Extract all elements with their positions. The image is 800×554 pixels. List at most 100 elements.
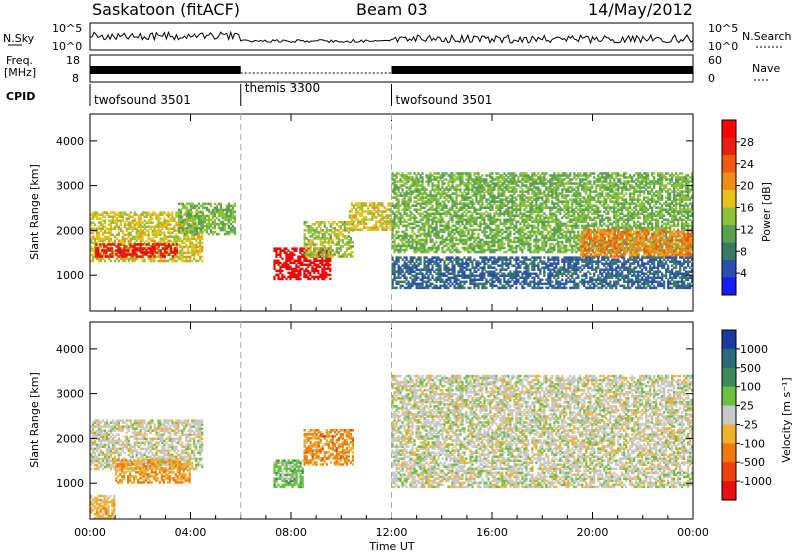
range-gate-cell: [463, 202, 466, 205]
range-gate-cell: [149, 255, 152, 258]
range-gate-cell: [407, 206, 410, 209]
range-gate-cell: [155, 241, 158, 245]
range-gate-cell: [97, 255, 100, 258]
range-gate-cell: [213, 222, 217, 226]
range-gate-cell: [135, 255, 138, 258]
range-gate-cell: [465, 178, 468, 181]
range-gate-cell: [348, 216, 351, 219]
range-gate-cell: [407, 180, 410, 183]
range-gate-cell: [281, 263, 284, 267]
range-gate-cell: [585, 172, 588, 175]
range-gate-cell: [489, 172, 492, 175]
range-gate-cell: [599, 172, 602, 175]
range-gate-cell: [381, 214, 384, 217]
range-gate-cell: [115, 219, 118, 222]
range-gate-cell: [201, 222, 205, 226]
range-gate-cell: [275, 273, 278, 277]
range-gate-cell: [217, 214, 220, 218]
range-gate-cell: [277, 247, 280, 250]
range-gate-cell: [153, 253, 156, 257]
range-gate-cell: [557, 218, 560, 222]
range-gate-cell: [307, 251, 310, 254]
range-gate-cell: [401, 214, 404, 218]
range-gate-cell: [97, 243, 101, 247]
range-gate-cell: [151, 217, 154, 220]
range-gate-cell: [467, 216, 470, 220]
range-gate-cell: [163, 245, 166, 248]
range-gate-cell: [485, 210, 488, 213]
range-gate-cell: [183, 229, 186, 233]
range-gate-cell: [407, 172, 410, 175]
range-gate-cell: [123, 247, 126, 250]
range-gate-cell: [495, 200, 498, 203]
range-gate-cell: [211, 212, 215, 216]
range-gate-cell: [533, 238, 536, 242]
range-gate-cell: [507, 206, 510, 209]
range-gate-cell: [145, 253, 148, 256]
range-gate-cell: [483, 186, 486, 189]
range-gate-cell: [315, 265, 318, 269]
range-gate-cell: [185, 237, 188, 241]
range-gate-cell: [177, 216, 181, 220]
range-gate-cell: [455, 236, 458, 240]
range-gate-cell: [285, 251, 288, 254]
range-gate-cell: [119, 211, 122, 214]
range-gate-cell: [297, 275, 300, 279]
range-gate-cell: [305, 221, 308, 224]
range-gate-cell: [356, 222, 360, 225]
range-gate-cell: [457, 242, 460, 246]
range-gate-cell: [419, 238, 422, 242]
range-gate-cell: [407, 188, 410, 191]
range-gate-cell: [511, 186, 514, 189]
range-gate-cell: [381, 224, 384, 227]
range-gate-cell: [103, 231, 107, 235]
range-gate-cell: [175, 215, 178, 218]
range-gate-cell: [287, 275, 290, 279]
range-gate-cell: [319, 229, 322, 232]
range-gate-cell: [509, 238, 512, 242]
range-gate-cell: [279, 277, 282, 281]
range-gate-cell: [327, 241, 330, 244]
range-gate-cell: [419, 212, 422, 216]
range-gate-cell: [459, 172, 462, 175]
range-gate-cell: [519, 180, 522, 183]
range-gate-cell: [337, 225, 340, 228]
range-gate-cell: [497, 238, 500, 242]
range-gate-cell: [354, 226, 358, 229]
range-gate-cell: [499, 192, 502, 195]
range-gate-cell: [327, 243, 330, 246]
range-gate-cell: [417, 202, 420, 205]
range-gate-cell: [411, 180, 414, 183]
range-gate-cell: [303, 221, 306, 224]
range-gate-cell: [317, 271, 320, 275]
range-gate-cell: [275, 253, 278, 256]
range-gate-cell: [393, 244, 396, 248]
range-gate-cell: [123, 259, 126, 263]
range-gate-cell: [163, 249, 166, 252]
range-gate-cell: [139, 241, 142, 245]
range-gate-cell: [325, 241, 328, 244]
range-gate-cell: [121, 255, 124, 258]
range-gate-cell: [117, 213, 120, 216]
range-gate-cell: [195, 223, 198, 226]
range-gate-cell: [101, 247, 105, 251]
range-gate-cell: [589, 224, 592, 228]
range-gate-cell: [433, 226, 436, 230]
range-gate-cell: [133, 227, 136, 231]
range-gate-cell: [149, 213, 152, 216]
range-gate-cell: [421, 172, 424, 175]
range-gate-cell: [289, 255, 292, 258]
range-gate-cell: [173, 255, 176, 259]
range-gate-cell: [199, 210, 203, 214]
range-gate-cell: [479, 238, 482, 242]
range-gate-cell: [171, 249, 174, 253]
range-gate-cell: [519, 186, 522, 189]
range-gate-cell: [273, 263, 276, 267]
range-gate-cell: [125, 255, 128, 258]
range-gate-cell: [413, 220, 416, 224]
range-gate-cell: [125, 223, 128, 226]
range-gate-cell: [589, 180, 592, 183]
range-gate-cell: [225, 218, 228, 222]
range-gate-cell: [179, 239, 182, 243]
range-gate-cell: [317, 237, 320, 240]
